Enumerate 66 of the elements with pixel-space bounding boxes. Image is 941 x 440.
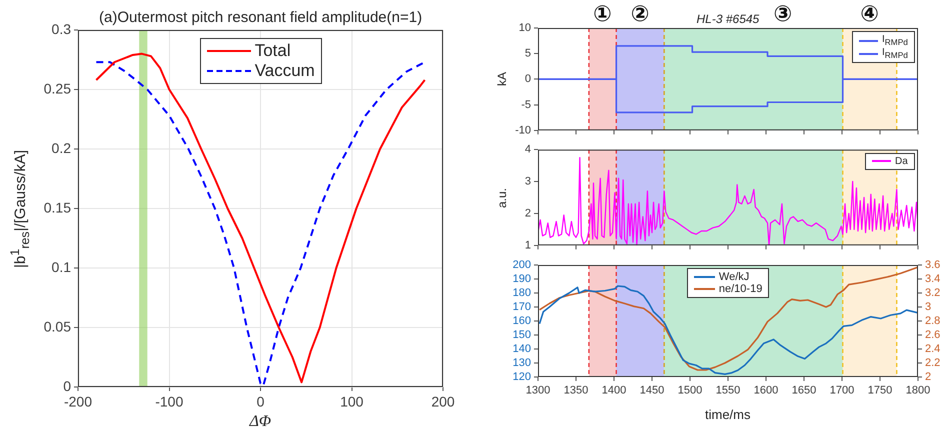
x-tick-label: 1550 — [716, 384, 740, 397]
chart-title: (a)Outermost pitch resonant field amplitude(n=1) — [99, 9, 422, 26]
y2-tick-label: 3.4 — [925, 273, 940, 286]
y2-tick-label: 2.4 — [925, 343, 940, 356]
y-tick-label: -10 — [515, 124, 531, 136]
y2-tick-label: 2.2 — [925, 357, 940, 370]
y-tick-label: 170 — [512, 301, 531, 314]
x-tick-label: 1750 — [868, 384, 892, 397]
legend-label: I$_{RMPd}$ — [882, 47, 908, 60]
y-tick-label: 10 — [518, 22, 531, 34]
y-tick-label: 180 — [512, 287, 531, 300]
band-label: ② — [630, 2, 650, 27]
x-tick-label: 1800 — [906, 384, 930, 397]
legend-label: Vaccum — [254, 61, 315, 81]
y-tick-label: 5 — [524, 48, 531, 60]
x-tick-label: 1600 — [754, 384, 778, 397]
y2-tick-label: 3.6 — [925, 259, 940, 272]
band-label: ④ — [860, 2, 879, 27]
y-tick-label: 4 — [524, 144, 531, 156]
y-tick-label: 190 — [512, 273, 531, 286]
y-tick-label: 160 — [512, 315, 531, 328]
band-label: ① — [593, 2, 612, 27]
legend-label: I$_{RMPd}$ — [882, 34, 908, 47]
legend-label: ne/10-19 — [718, 283, 762, 295]
x-tick-label: 1400 — [602, 384, 626, 397]
y-tick-label: 150 — [512, 329, 531, 342]
x-tick-label: -200 — [64, 393, 92, 410]
x-tick-label: 200 — [431, 393, 455, 410]
y-tick-label: 0.3 — [52, 20, 72, 37]
x-tick-label: 1300 — [526, 384, 550, 397]
x-tick-label: 1500 — [678, 384, 702, 397]
y-tick-label: 0.1 — [52, 258, 72, 275]
y-tick-label: 0.15 — [44, 199, 72, 216]
x-tick-label: 1450 — [640, 384, 664, 397]
y2-tick-label: 2.6 — [925, 329, 940, 342]
y-axis-title: a.u. — [495, 187, 509, 208]
x-tick-label: 1350 — [564, 384, 588, 397]
chart-title: HL-3 #6545 — [696, 12, 760, 26]
x-tick-label: 1700 — [830, 384, 854, 397]
y-tick-label: 120 — [512, 371, 531, 384]
legend-label: Total — [254, 41, 291, 61]
y-tick-label: 0.2 — [52, 140, 72, 156]
y-tick-label: 1 — [524, 239, 531, 252]
band-label: ③ — [774, 2, 792, 27]
y-tick-label: 0 — [524, 73, 531, 86]
y2-tick-label: 3.2 — [925, 287, 940, 300]
y-tick-label: -5 — [521, 98, 531, 111]
x-tick-label: -100 — [155, 393, 184, 410]
x-tick-label: 100 — [340, 393, 364, 410]
x-tick-label: 0 — [256, 393, 265, 410]
y-axis-title: kA — [495, 72, 509, 86]
y-tick-label: 200 — [512, 259, 531, 272]
y2-tick-label: 3 — [925, 301, 932, 314]
y-tick-label: 140 — [512, 343, 531, 356]
y-tick-label: 2 — [524, 208, 531, 220]
x-tick-label: 1650 — [792, 384, 816, 397]
legend-label: Da — [895, 156, 908, 167]
y-tick-label: 3 — [524, 176, 531, 188]
y-tick-label: 130 — [512, 357, 531, 370]
legend-label: We/kJ — [718, 271, 750, 283]
y-tick-label: 0.25 — [44, 80, 72, 96]
x-axis-title: time/ms — [705, 407, 750, 422]
y2-tick-label: 2 — [925, 371, 932, 384]
x-axis-title: ΔΦ — [250, 413, 272, 431]
y2-tick-label: 2.8 — [925, 315, 940, 328]
y-tick-label: 0.05 — [44, 318, 72, 334]
